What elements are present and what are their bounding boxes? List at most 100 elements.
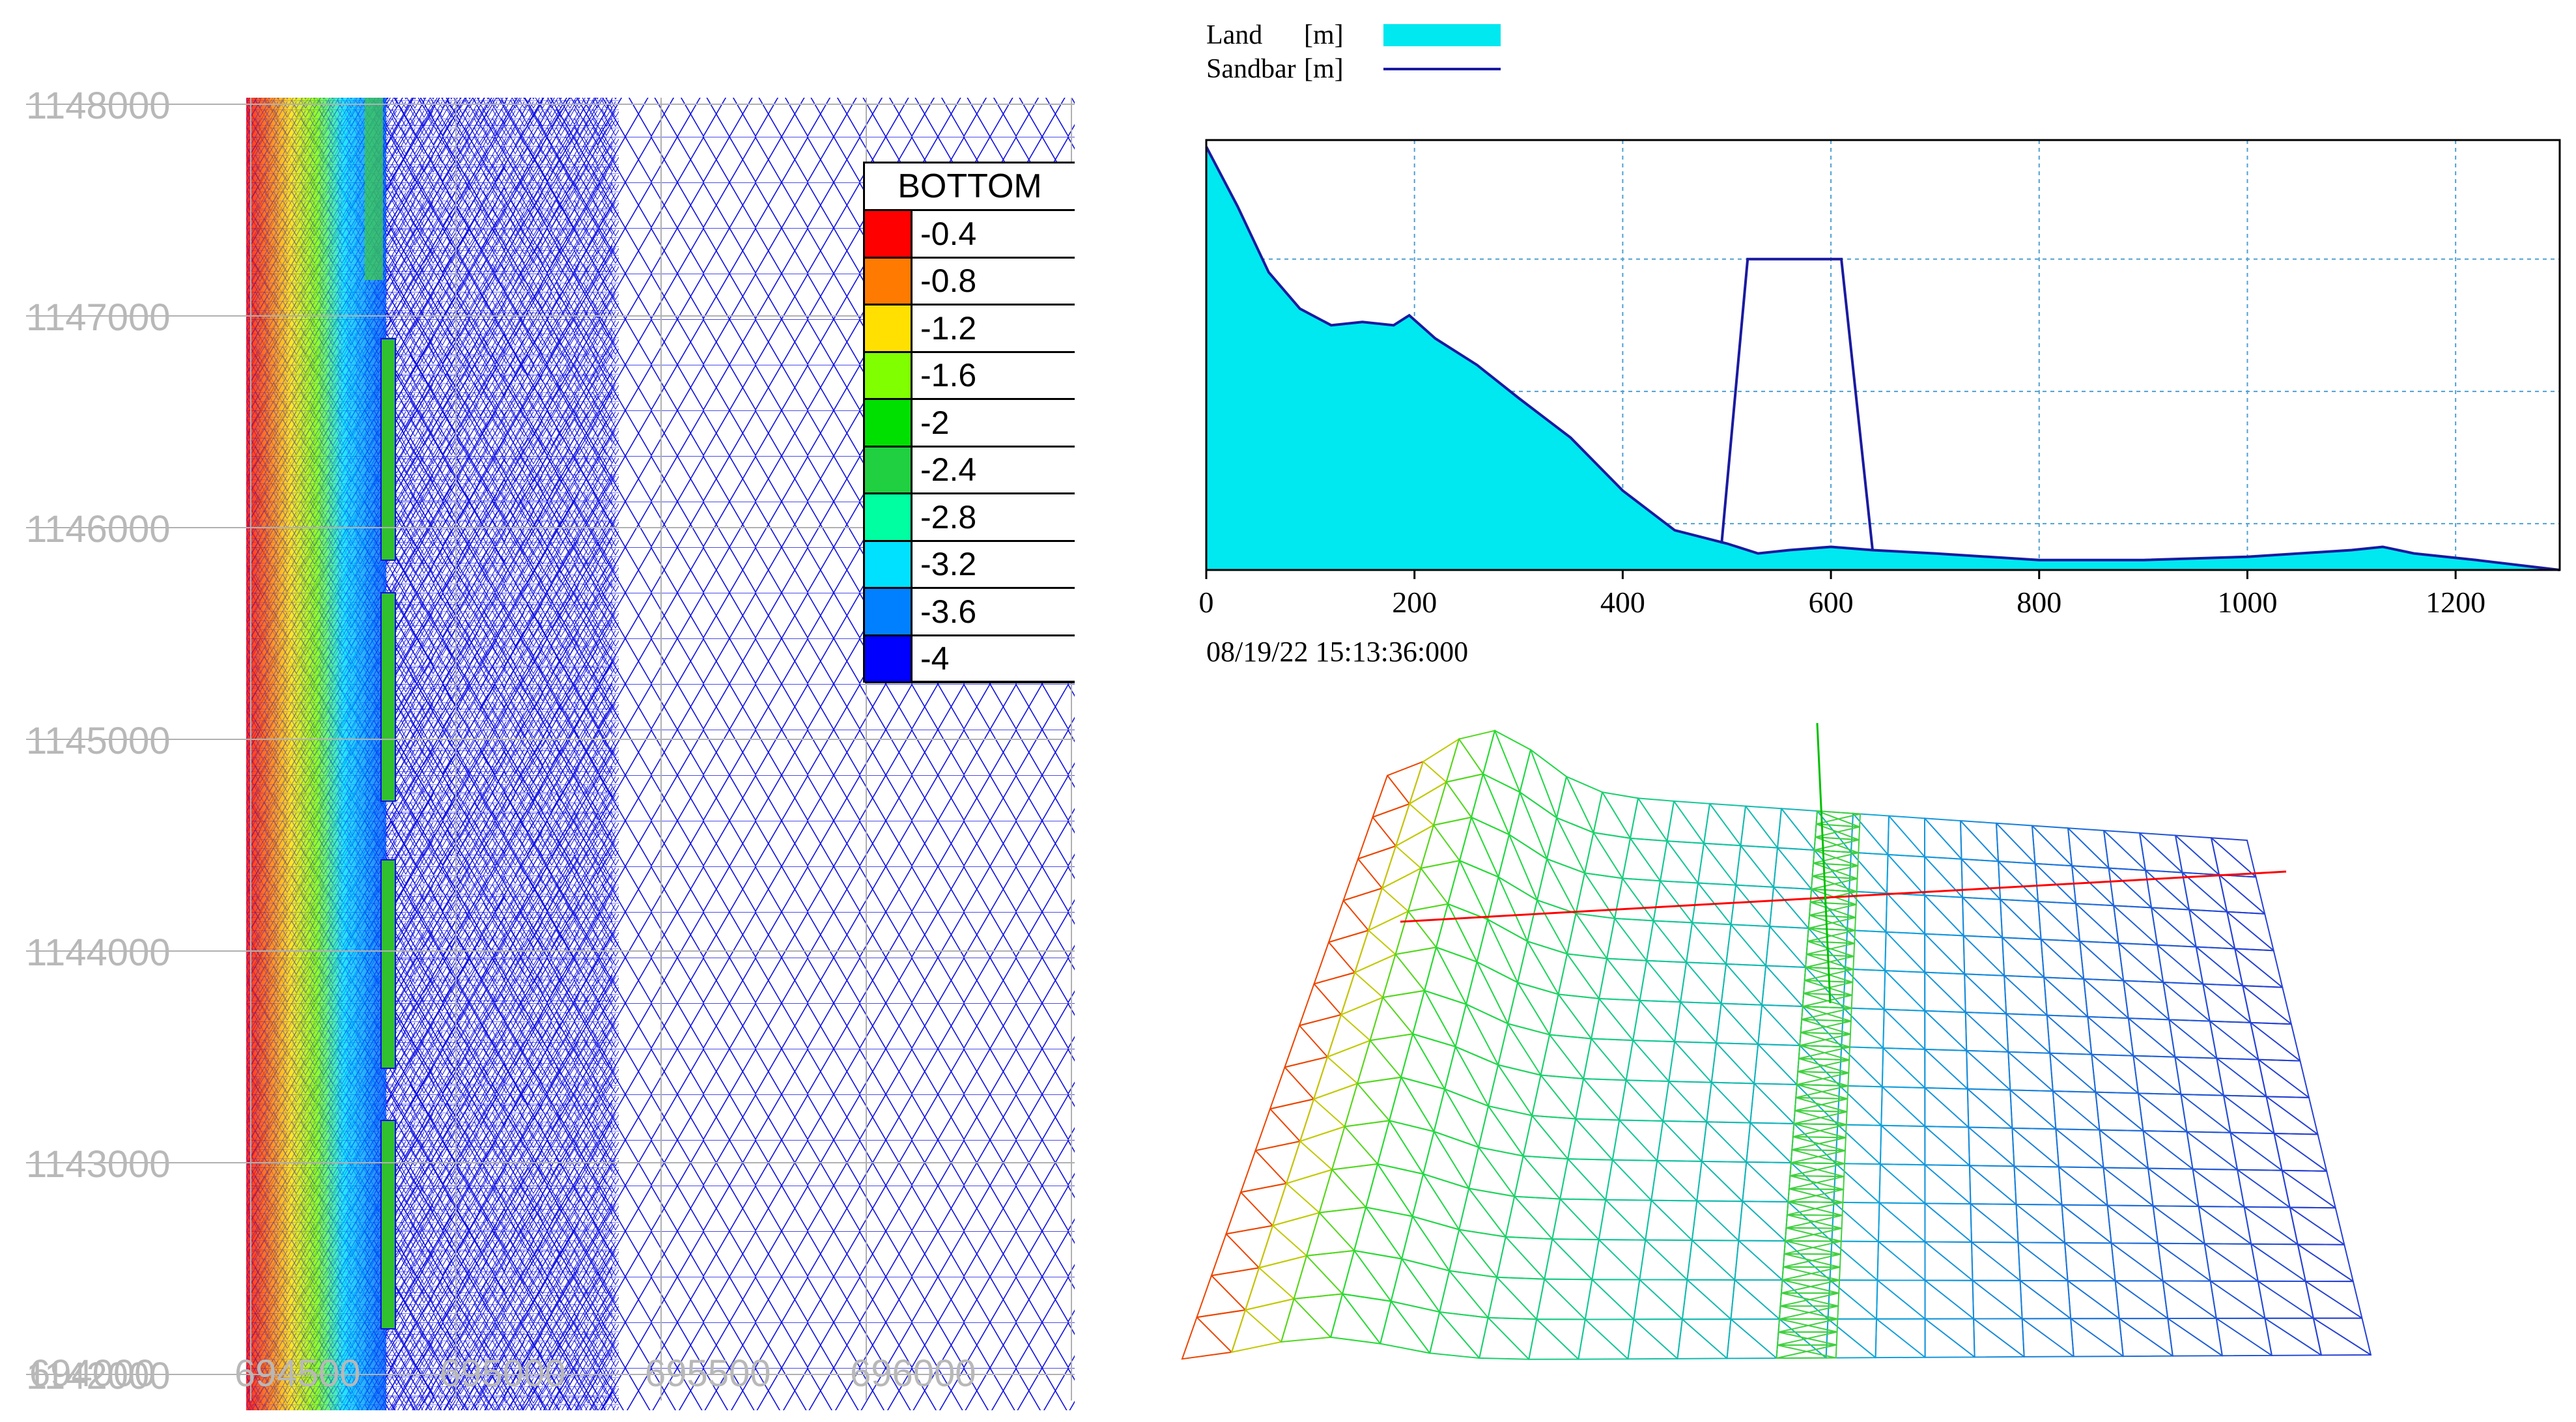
mesh-cell	[1924, 1241, 1974, 1281]
profile-timestamp: 08/19/22 15:13:36:000	[1206, 636, 1469, 668]
mesh-cell	[1883, 970, 1926, 1012]
mesh-cell	[1850, 812, 1890, 855]
mesh-cell	[1400, 1216, 1460, 1272]
mesh-cell	[2110, 1242, 2164, 1282]
mesh-cell	[1749, 1083, 1798, 1125]
y-axis-line	[1816, 722, 1832, 1004]
mesh-cell	[1720, 963, 1767, 1006]
profile-x-tick-labels: 0 200 400 600 800 1000 1200	[1199, 586, 2486, 619]
mesh-cell	[1381, 823, 1435, 890]
mesh-cell	[1632, 999, 1682, 1043]
mesh-cell	[1884, 931, 1926, 973]
mesh-cell	[1887, 815, 1926, 858]
sandbar-mesh-cell	[1797, 1057, 1850, 1074]
mesh-cell	[1924, 1202, 1973, 1243]
profile-x-tick: 0	[1199, 586, 1214, 619]
legend-row: -3.2	[865, 541, 1075, 589]
mesh-cell	[1650, 1159, 1703, 1202]
mesh-cell	[2079, 940, 2125, 982]
mesh-cell	[2064, 1242, 2116, 1282]
legend-swatch	[865, 211, 913, 257]
mesh-cell	[1428, 1311, 1489, 1359]
mesh-cell	[2021, 1318, 2074, 1358]
mesh-cell	[1625, 1040, 1676, 1083]
mesh-cell	[2198, 1205, 2252, 1245]
land-area	[1206, 147, 2560, 571]
mesh-cell	[1557, 953, 1608, 1000]
mesh-cell	[2009, 1089, 2057, 1130]
mesh-cell	[2168, 1019, 2218, 1059]
mesh-cell	[1681, 1279, 1736, 1320]
mesh-cell	[1390, 1258, 1451, 1313]
mesh-cell	[1734, 845, 1779, 888]
mesh-cell	[1627, 1318, 1684, 1360]
mesh-cell	[2067, 1280, 2120, 1320]
mesh-cell	[2157, 944, 2204, 985]
mesh-cell	[2049, 1052, 2097, 1093]
mesh-cell	[1924, 933, 1966, 975]
bathymetry-mesh-map: 1148000 1147000 1146000 1145000 1144000 11430…	[0, 0, 1075, 1419]
mesh-cell	[2052, 1090, 2101, 1131]
map-x-tick: 695000	[440, 1352, 566, 1395]
map-y-tick: 1148000	[26, 85, 171, 127]
mesh-cell	[1960, 858, 2002, 900]
mesh-cell	[1479, 1316, 1538, 1360]
mesh-cell	[2055, 1128, 2104, 1169]
mesh-cell	[1696, 1160, 1748, 1202]
mesh-cell	[2167, 1317, 2224, 1357]
mesh-cell	[2070, 1318, 2124, 1358]
sandbar-mesh-cell	[1794, 1096, 1848, 1113]
mesh-cell	[1959, 819, 2000, 862]
mesh-cell	[2002, 937, 2045, 978]
mesh-cell	[1411, 1173, 1470, 1230]
mesh-cell	[1448, 1229, 1507, 1278]
x-axis-line	[1400, 870, 2287, 923]
legend-swatch	[865, 400, 913, 446]
profile-x-tick: 200	[1392, 586, 1437, 619]
mesh-cell	[2258, 1059, 2310, 1099]
profile-grid	[1206, 140, 2560, 570]
mesh-cell	[2043, 976, 2089, 1017]
mesh-3d-canvas	[1181, 722, 2372, 1360]
mesh-cell	[1566, 1118, 1621, 1161]
mesh-cell	[1639, 1239, 1693, 1281]
mesh-cell	[1757, 1004, 1804, 1047]
mesh-cell	[1847, 890, 1888, 933]
mesh-cell	[2102, 829, 2147, 872]
mesh-cell	[1878, 1163, 1926, 1204]
mesh-cell	[1458, 816, 1510, 878]
legend-row: -3.6	[865, 589, 1075, 636]
mesh-cell	[1619, 1079, 1670, 1122]
sandbar-mesh-cell	[1778, 1305, 1839, 1320]
mesh-cell	[1662, 1080, 1712, 1123]
breakwater	[380, 338, 396, 561]
mesh-cell	[1691, 1200, 1744, 1242]
mesh-cell	[1408, 737, 1460, 806]
mesh-cell	[2011, 1127, 2060, 1168]
mesh-cell	[1772, 847, 1815, 890]
mesh-cell	[2147, 1167, 2200, 1207]
breakwater	[380, 859, 396, 1069]
mesh-cell	[2264, 1317, 2323, 1356]
mesh-cell	[2265, 1096, 2319, 1135]
mesh-cell	[2273, 1133, 2328, 1172]
mesh-cell	[1765, 926, 1809, 969]
mesh-cell	[1753, 1044, 1801, 1086]
profile-x-tick: 1200	[2426, 586, 2485, 619]
map-x-tick: 694500	[234, 1352, 361, 1395]
mesh-cell	[1726, 1318, 1781, 1359]
mesh-cell	[1924, 1164, 1972, 1205]
legend-label: -0.4	[920, 215, 977, 252]
map-x-tick: 694000	[29, 1352, 156, 1395]
mesh-cell	[2281, 1169, 2336, 1209]
mesh-cell	[2162, 981, 2211, 1022]
mesh-cell	[1970, 1241, 2021, 1281]
mesh-cell	[1734, 1240, 1786, 1281]
mesh-cell	[1582, 1038, 1634, 1081]
mesh-cell	[1924, 1126, 1970, 1167]
legend-swatch	[865, 541, 913, 587]
mesh-cell	[1598, 958, 1648, 1001]
mesh-cell	[2071, 865, 2115, 907]
mesh-cell	[2019, 1279, 2072, 1320]
